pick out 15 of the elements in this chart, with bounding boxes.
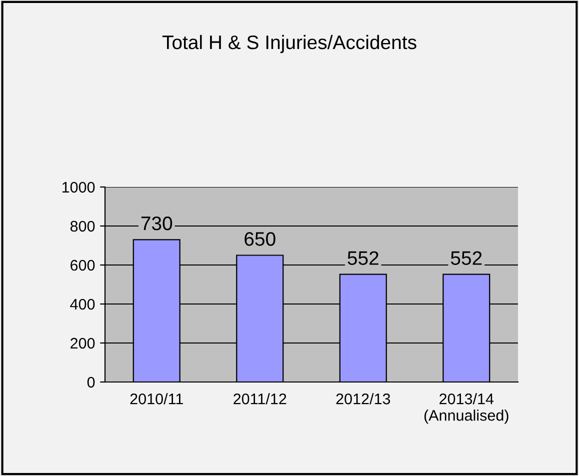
y-tick-label: 600 [70, 260, 95, 271]
data-label: 730 [141, 216, 172, 230]
y-tick-label: 200 [70, 338, 95, 349]
y-tick-label: 400 [70, 298, 95, 310]
y-tick-label: 1000 [62, 182, 95, 193]
x-tick-label: 2013/14 (Annualised) [424, 393, 508, 424]
x-tick-label: 2012/13 [336, 393, 390, 404]
y-tick-label: 800 [70, 220, 95, 232]
y-tick-label: 0 [87, 376, 95, 388]
x-tick-label: 2011/12 [234, 393, 286, 404]
data-label: 552 [450, 251, 482, 265]
data-label: 552 [348, 251, 378, 265]
data-label: 650 [244, 232, 276, 246]
x-tick-label: 2010/11 [130, 393, 183, 404]
chart-title: Total H & S Injuries/Accidents [162, 34, 416, 54]
